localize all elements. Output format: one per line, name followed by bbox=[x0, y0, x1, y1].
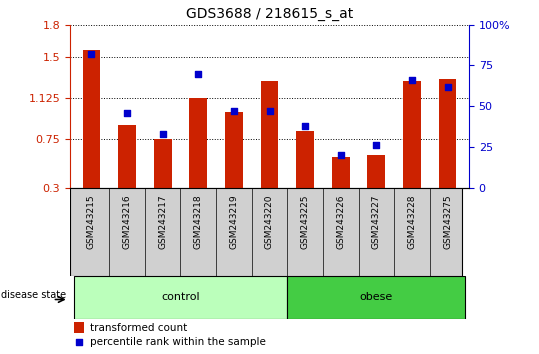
Text: transformed count: transformed count bbox=[90, 322, 187, 332]
Point bbox=[336, 152, 345, 158]
Text: control: control bbox=[161, 292, 200, 302]
Text: percentile rank within the sample: percentile rank within the sample bbox=[90, 337, 266, 348]
Text: GSM243226: GSM243226 bbox=[336, 195, 345, 249]
Bar bbox=[118, 125, 136, 188]
Text: GSM243275: GSM243275 bbox=[443, 195, 452, 249]
Point bbox=[230, 108, 238, 114]
Point bbox=[301, 123, 309, 129]
Bar bbox=[74, 322, 84, 333]
Text: GSM243217: GSM243217 bbox=[158, 195, 167, 249]
Bar bbox=[439, 79, 457, 188]
Text: GSM243227: GSM243227 bbox=[372, 195, 381, 249]
Point bbox=[123, 110, 132, 115]
Text: GSM243218: GSM243218 bbox=[194, 195, 203, 249]
Bar bbox=[225, 112, 243, 188]
Bar bbox=[296, 131, 314, 188]
Title: GDS3688 / 218615_s_at: GDS3688 / 218615_s_at bbox=[186, 7, 353, 21]
Point bbox=[407, 77, 416, 83]
Bar bbox=[189, 98, 207, 188]
Bar bbox=[332, 157, 350, 188]
Text: GSM243216: GSM243216 bbox=[122, 195, 132, 249]
Point bbox=[265, 108, 274, 114]
Bar bbox=[74, 276, 287, 319]
Text: GSM243228: GSM243228 bbox=[407, 195, 417, 249]
Text: GSM243220: GSM243220 bbox=[265, 195, 274, 249]
Text: disease state: disease state bbox=[2, 290, 66, 300]
Point bbox=[74, 340, 83, 346]
Bar bbox=[403, 81, 421, 188]
Text: GSM243215: GSM243215 bbox=[87, 195, 96, 249]
Point bbox=[443, 84, 452, 90]
Bar bbox=[287, 276, 465, 319]
Point bbox=[372, 142, 381, 148]
Point bbox=[194, 71, 203, 76]
Bar bbox=[154, 139, 171, 188]
Point bbox=[158, 131, 167, 137]
Text: GSM243225: GSM243225 bbox=[301, 195, 309, 249]
Bar bbox=[368, 155, 385, 188]
Point bbox=[87, 51, 96, 57]
Bar bbox=[260, 81, 279, 188]
Text: obese: obese bbox=[360, 292, 393, 302]
Bar bbox=[82, 50, 100, 188]
Text: GSM243219: GSM243219 bbox=[230, 195, 238, 249]
